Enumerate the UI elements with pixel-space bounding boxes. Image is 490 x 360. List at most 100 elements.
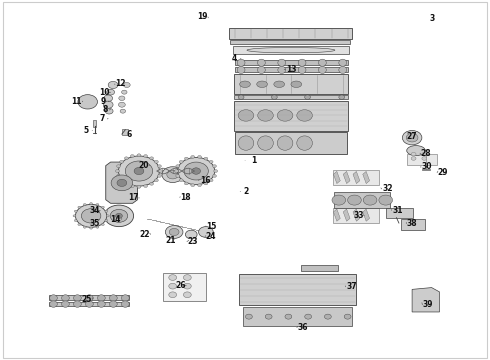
FancyBboxPatch shape [333,170,379,185]
Circle shape [119,102,125,107]
Circle shape [271,95,277,99]
Circle shape [120,160,123,163]
Ellipse shape [62,295,70,301]
Circle shape [169,292,176,298]
Ellipse shape [109,295,117,301]
Circle shape [103,101,113,108]
Ellipse shape [49,295,57,301]
Text: 25: 25 [81,294,92,303]
Circle shape [185,230,197,239]
Circle shape [78,95,98,109]
Text: 1: 1 [251,156,256,165]
Circle shape [406,134,418,142]
Circle shape [149,157,153,160]
Circle shape [154,160,158,163]
Text: 39: 39 [423,300,434,309]
Polygon shape [353,209,360,221]
Ellipse shape [291,81,302,87]
Circle shape [74,220,77,222]
Circle shape [305,95,311,99]
Circle shape [130,154,134,157]
Circle shape [402,131,422,145]
Text: 4: 4 [232,54,237,63]
FancyBboxPatch shape [401,220,425,230]
Ellipse shape [298,66,306,73]
Ellipse shape [318,59,326,66]
Ellipse shape [407,145,425,156]
Circle shape [198,226,213,237]
Circle shape [119,96,125,100]
Circle shape [73,215,76,217]
Polygon shape [363,171,369,184]
Circle shape [117,165,121,168]
Circle shape [347,195,361,205]
Text: 19: 19 [197,12,207,21]
Text: 35: 35 [89,219,99,228]
Circle shape [144,185,147,188]
Ellipse shape [339,59,346,66]
Circle shape [177,157,215,185]
Text: 8: 8 [102,105,107,114]
Ellipse shape [98,301,105,307]
Circle shape [179,160,183,163]
Circle shape [83,226,86,228]
Circle shape [169,283,176,289]
Circle shape [96,203,99,206]
Circle shape [104,95,113,102]
Ellipse shape [278,59,286,66]
Circle shape [176,175,180,177]
Circle shape [277,110,293,121]
Circle shape [411,157,416,160]
Circle shape [111,175,133,191]
Circle shape [74,210,77,212]
Ellipse shape [74,301,81,307]
Circle shape [120,109,125,113]
Text: 31: 31 [392,206,403,215]
Ellipse shape [74,295,81,301]
Text: 7: 7 [99,114,105,123]
Circle shape [204,182,208,185]
Circle shape [324,314,331,319]
Circle shape [305,314,312,319]
Ellipse shape [237,66,245,73]
Ellipse shape [257,81,268,87]
Text: 16: 16 [200,176,210,185]
Circle shape [106,215,109,217]
Circle shape [124,157,128,160]
Circle shape [124,183,128,185]
Text: 5: 5 [84,126,89,135]
Text: 23: 23 [188,237,198,246]
Text: 12: 12 [115,80,125,89]
Circle shape [184,157,188,160]
FancyBboxPatch shape [233,45,349,54]
Circle shape [122,90,127,94]
FancyBboxPatch shape [49,302,129,306]
FancyBboxPatch shape [243,307,352,326]
Polygon shape [343,209,350,221]
Circle shape [422,152,427,156]
FancyBboxPatch shape [234,95,347,99]
Circle shape [204,157,208,160]
Circle shape [184,182,188,185]
Circle shape [134,167,144,175]
Circle shape [90,203,93,205]
Ellipse shape [247,48,335,53]
Circle shape [176,165,180,167]
Text: 9: 9 [100,96,106,105]
Circle shape [422,157,427,160]
Ellipse shape [258,66,265,73]
Text: 28: 28 [420,149,431,158]
Circle shape [184,162,208,180]
FancyBboxPatch shape [407,154,437,165]
Text: 14: 14 [110,215,121,224]
Circle shape [105,210,108,212]
Ellipse shape [238,136,254,150]
Text: 15: 15 [207,222,217,231]
Ellipse shape [258,59,265,66]
Circle shape [167,170,178,179]
FancyBboxPatch shape [49,296,129,300]
Circle shape [108,81,118,89]
Polygon shape [333,171,340,184]
Polygon shape [353,171,360,184]
Circle shape [197,156,201,158]
